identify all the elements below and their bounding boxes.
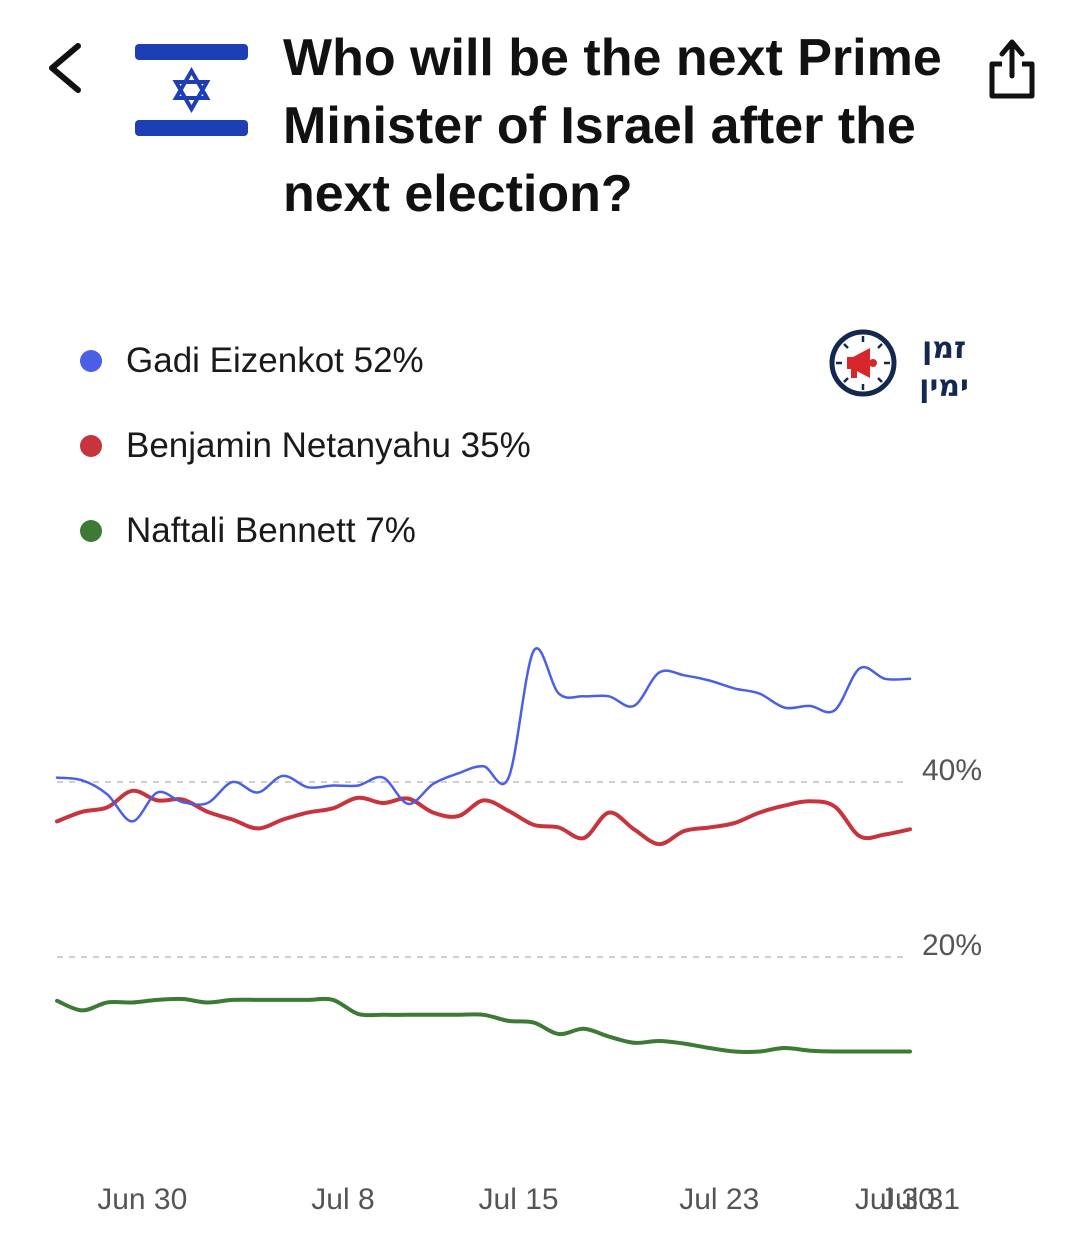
series-line-gadi-eizenkot — [55, 647, 912, 823]
x-tick-label: Jul 23 — [679, 1183, 759, 1216]
legend-dot — [80, 349, 102, 372]
legend-label: Gadi Eizenkot 52% — [126, 340, 424, 380]
logo-text-line1: זמן — [922, 331, 966, 366]
legend-dot — [80, 434, 102, 457]
chevron-left-icon — [49, 43, 81, 93]
page-title: Who will be the next Prime Minister of I… — [283, 29, 942, 223]
x-tick-label: Jul 8 — [311, 1183, 374, 1216]
x-tick-label: Jul 30 — [855, 1183, 935, 1216]
share-icon — [989, 39, 1035, 99]
legend-label: Naftali Bennett 7% — [126, 510, 416, 550]
megaphone-clock-icon — [829, 329, 897, 397]
x-tick-label: Jun 30 — [97, 1183, 187, 1216]
chart-legend: Gadi Eizenkot 52% Benjamin Netanyahu 35%… — [78, 318, 698, 573]
x-tick-label: Jul 31 — [880, 1183, 960, 1216]
legend-item-netanyahu: Benjamin Netanyahu 35% — [78, 403, 698, 488]
grid-layer — [57, 781, 905, 958]
legend-label: Benjamin Netanyahu 35% — [126, 425, 531, 465]
series-layer — [55, 647, 912, 1054]
israel-flag-icon — [135, 44, 248, 136]
legend-dot — [80, 519, 102, 542]
series-line-benjamin-netanyahu — [55, 788, 912, 847]
y-tick-label: 40% — [922, 754, 982, 787]
chart-area: 40% 20% Jun 30 Jul 8 Jul 15 Jul 23 Jul 30 Jul 3… — [0, 600, 1080, 1244]
back-button[interactable] — [38, 38, 98, 98]
legend-item-eizenkot: Gadi Eizenkot 52% — [78, 318, 698, 403]
series-line-naftali-bennett — [55, 996, 912, 1054]
logo-text-line2: ימין — [919, 369, 969, 404]
legend-item-bennett: Naftali Bennett 7% — [78, 488, 698, 573]
share-button[interactable] — [982, 34, 1042, 102]
y-tick-label: 20% — [922, 929, 982, 962]
source-logo: זמן ימין — [828, 322, 984, 408]
x-tick-label: Jul 15 — [479, 1183, 559, 1216]
